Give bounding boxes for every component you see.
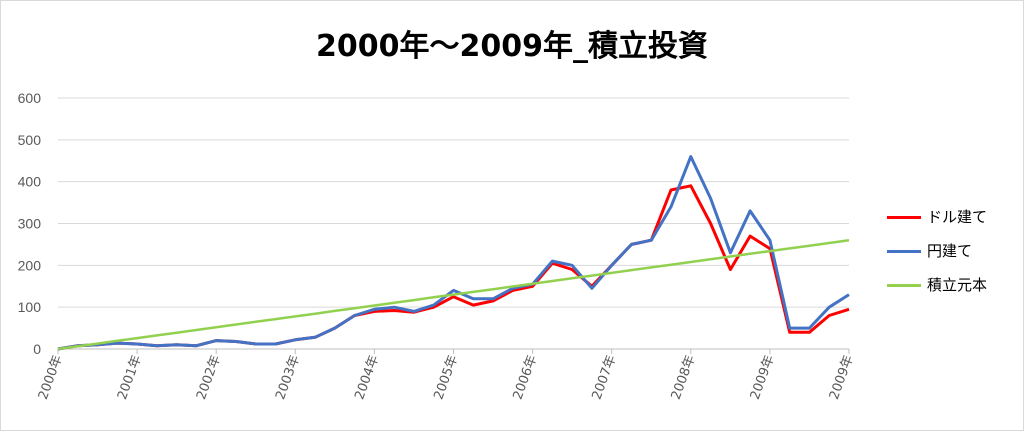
x-tick-label: 2009年 xyxy=(748,353,778,401)
legend-swatch-yen xyxy=(887,250,921,253)
x-tick-label: 2006年 xyxy=(510,353,540,401)
legend-label-dollar: ドル建て xyxy=(927,208,988,226)
x-axis-ticks: 2000年 2001年 2002年 2003年 2004年 2005年 2006年 2007年… xyxy=(36,349,857,402)
series-line-1 xyxy=(57,155,850,351)
x-tick-label: 2009年 xyxy=(827,353,857,401)
series-line-2 xyxy=(57,238,850,351)
x-tick-label: 2005年 xyxy=(431,353,461,401)
x-tick-label: 2007年 xyxy=(590,353,620,401)
x-tick-label: 2008年 xyxy=(669,353,699,401)
x-tick-label: 2001年 xyxy=(115,353,145,401)
series-line-0 xyxy=(57,184,850,351)
y-tick-label: 0 xyxy=(33,341,41,357)
chart-title: 2000年～2009年_積立投資 xyxy=(316,29,708,64)
y-tick-label: 200 xyxy=(18,257,42,273)
y-tick-label: 100 xyxy=(18,299,42,315)
x-tick-label: 2004年 xyxy=(352,353,382,401)
gridlines xyxy=(58,97,849,308)
y-tick-label: 300 xyxy=(18,216,42,232)
legend-label-principal: 積立元本 xyxy=(927,276,988,294)
x-tick-label: 2002年 xyxy=(194,353,224,401)
series-layer xyxy=(57,155,850,351)
x-tick-label: 2003年 xyxy=(273,353,303,401)
x-tick-label: 2000年 xyxy=(36,353,66,401)
legend-swatch-dollar xyxy=(887,216,921,219)
legend-label-yen: 円建て xyxy=(927,242,973,260)
y-tick-label: 500 xyxy=(18,132,42,148)
y-tick-label: 600 xyxy=(18,90,42,106)
y-axis-ticks: 0 100 200 300 400 500 600 xyxy=(18,90,42,357)
y-tick-label: 400 xyxy=(18,174,42,190)
legend-swatch-principal xyxy=(887,284,921,287)
